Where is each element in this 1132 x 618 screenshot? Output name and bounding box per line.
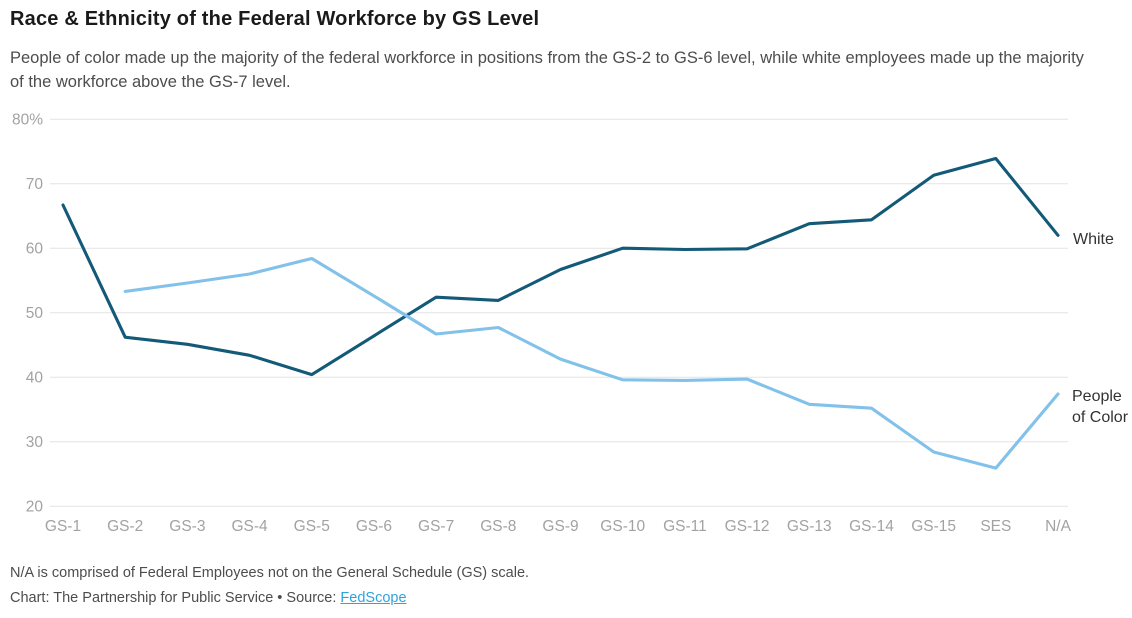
x-tick-label: GS-4 bbox=[231, 518, 268, 535]
x-tick-label: GS-9 bbox=[542, 518, 578, 535]
y-tick-label: 20 bbox=[26, 499, 44, 516]
x-tick-label: GS-6 bbox=[356, 518, 392, 535]
series-label-white: White bbox=[1073, 231, 1114, 248]
y-tick-label: 30 bbox=[26, 434, 44, 451]
y-tick-label: 70 bbox=[26, 176, 44, 193]
credit-line: Chart: The Partnership for Public Servic… bbox=[10, 590, 407, 606]
x-tick-label: GS-8 bbox=[480, 518, 516, 535]
x-tick-label: GS-2 bbox=[107, 518, 143, 535]
x-tick-label: SES bbox=[980, 518, 1011, 535]
people-of-color-series-line bbox=[123, 256, 1060, 470]
x-tick-label: GS-7 bbox=[418, 518, 454, 535]
x-tick-label: GS-11 bbox=[663, 518, 707, 535]
x-tick-label: GS-12 bbox=[725, 518, 770, 535]
x-tick-label: GS-1 bbox=[45, 518, 81, 535]
white-series-line bbox=[61, 156, 1060, 377]
y-tick-label: 40 bbox=[26, 370, 44, 387]
series-label-people-of-color: People of Color bbox=[1072, 388, 1129, 426]
x-tick-label: GS-3 bbox=[169, 518, 205, 535]
credit-text: Chart: The Partnership for Public Servic… bbox=[10, 590, 341, 606]
source-link[interactable]: FedScope bbox=[340, 590, 407, 606]
x-tick-label: GS-15 bbox=[911, 518, 956, 535]
y-tick-label: 50 bbox=[26, 305, 44, 322]
x-tick-label: GS-14 bbox=[849, 518, 894, 535]
chart-subtitle: People of color made up the majority of … bbox=[10, 49, 1084, 91]
x-tick-label: GS-13 bbox=[787, 518, 832, 535]
x-tick-label: GS-5 bbox=[294, 518, 330, 535]
footnote: N/A is comprised of Federal Employees no… bbox=[10, 565, 530, 581]
y-tick-label: 80% bbox=[12, 112, 43, 129]
y-tick-label: 60 bbox=[26, 241, 44, 258]
x-tick-label: N/A bbox=[1045, 518, 1072, 535]
chart-title: Race & Ethnicity of the Federal Workforc… bbox=[10, 8, 540, 30]
x-tick-label: GS-10 bbox=[600, 518, 645, 535]
